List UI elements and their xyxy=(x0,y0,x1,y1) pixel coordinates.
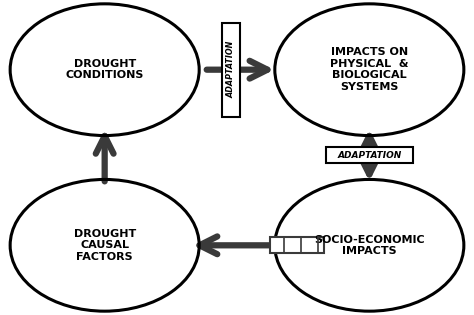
Text: ADAPTATION: ADAPTATION xyxy=(337,151,401,160)
FancyBboxPatch shape xyxy=(222,23,240,117)
FancyBboxPatch shape xyxy=(270,238,324,253)
Text: SOCIO-ECONOMIC
IMPACTS: SOCIO-ECONOMIC IMPACTS xyxy=(314,234,425,256)
Text: ADAPTATION: ADAPTATION xyxy=(227,41,236,98)
Text: DROUGHT
CAUSAL
FACTORS: DROUGHT CAUSAL FACTORS xyxy=(73,229,136,262)
Text: IMPACTS ON
PHYSICAL  &
BIOLOGICAL
SYSTEMS: IMPACTS ON PHYSICAL & BIOLOGICAL SYSTEMS xyxy=(330,47,409,92)
FancyBboxPatch shape xyxy=(326,147,413,163)
Text: DROUGHT
CONDITIONS: DROUGHT CONDITIONS xyxy=(65,59,144,81)
